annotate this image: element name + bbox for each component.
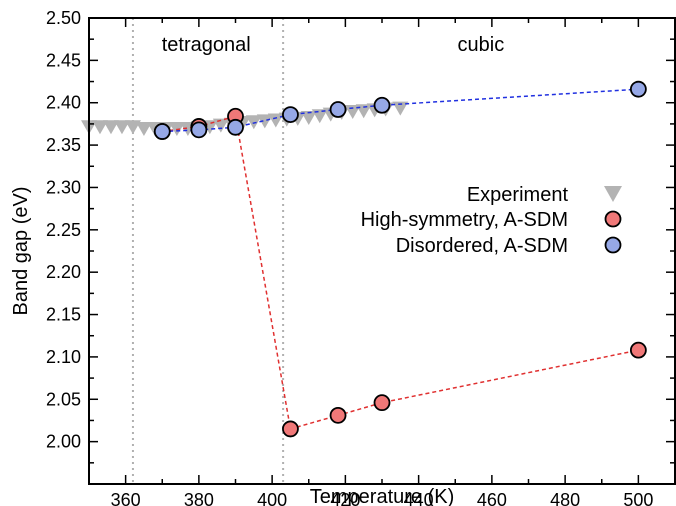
y-tick-label: 2.35 [46,135,81,155]
legend-marker-disordered [606,238,621,253]
y-tick-label: 2.10 [46,347,81,367]
disordered-point [228,120,243,135]
disordered-point [375,98,390,113]
high-symmetry-point [375,395,390,410]
plot-area: tetragonal cubic [81,18,675,484]
legend-label-experiment: Experiment [467,184,569,206]
phase-label-cubic: cubic [458,34,505,56]
y-tick-label: 2.05 [46,389,81,409]
x-tick-label: 360 [111,490,141,506]
y-tick-label: 2.00 [46,432,81,452]
high-symmetry-point [631,343,646,358]
x-tick-label: 400 [257,490,287,506]
x-tick-label: 480 [550,490,580,506]
x-axis-label: Temperature (K) [310,486,455,506]
y-tick-label: 2.50 [46,8,81,28]
disordered-point [331,102,346,117]
disordered-point [631,82,646,97]
x-tick-label: 460 [477,490,507,506]
legend-label-high-symmetry: High-symmetry, A-SDM [361,209,568,231]
disordered-point [155,124,170,139]
x-tick-label: 380 [184,490,214,506]
y-tick-label: 2.40 [46,93,81,113]
high-symmetry-point [331,408,346,423]
high-symmetry-series-line [162,116,638,429]
phase-label-tetragonal: tetragonal [162,34,251,56]
y-tick-label: 2.15 [46,305,81,325]
legend: Experiment High-symmetry, A-SDM Disordered… [361,184,622,257]
y-tick-label: 2.45 [46,50,81,70]
disordered-point [191,122,206,137]
legend-marker-high-symmetry [606,212,621,227]
x-tick-label: 500 [623,490,653,506]
y-tick-label: 2.25 [46,220,81,240]
y-tick-label: 2.30 [46,177,81,197]
legend-marker-experiment [604,186,622,202]
disordered-point [283,107,298,122]
high-symmetry-point [283,421,298,436]
y-tick-label: 2.20 [46,262,81,282]
y-axis-label: Band gap (eV) [10,187,32,316]
legend-label-disordered: Disordered, A-SDM [396,235,568,257]
plot-frame [89,18,675,484]
axis-ticks: 360 380 400 420 440 460 480 5002.002.052.102.15… [46,8,675,506]
